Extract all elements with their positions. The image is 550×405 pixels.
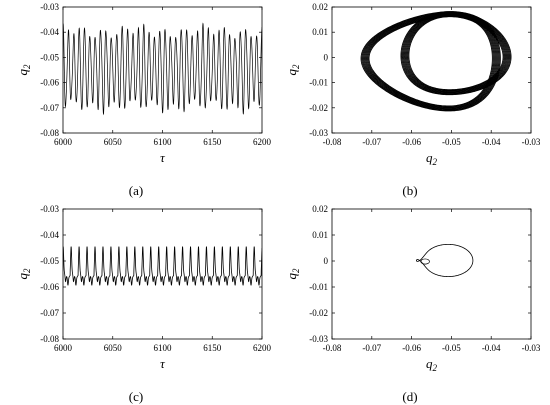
orbit-inner-loop <box>420 258 430 265</box>
x-tick-label: 6050 <box>104 137 123 147</box>
panel-label: (c) <box>129 389 143 404</box>
panel-c: 6000 6050 6100 6150 6200 -0.03 -0.04 -0.05 -0.06… <box>15 204 272 404</box>
x-tick-label: 6150 <box>203 343 222 353</box>
panel-label: (d) <box>402 389 417 404</box>
y-axis-label-sub: 2 <box>291 268 301 273</box>
x-axis-label-main: q <box>426 356 433 371</box>
x-axis-label: q2 <box>426 356 438 373</box>
panel-label: (b) <box>402 183 417 198</box>
y-axis-label: q2 <box>284 268 301 280</box>
y-axis-label-sub: 2 <box>291 64 301 69</box>
panel-label: (a) <box>129 183 143 198</box>
y-tick-label: 0.02 <box>312 204 328 214</box>
y-axis-label-sub: 2 <box>22 268 32 273</box>
series-line-q2 <box>63 22 262 116</box>
x-tick-label: -0.05 <box>442 137 461 147</box>
y-tick-label: -0.04 <box>40 27 59 37</box>
panel-b: -0.08 -0.07 -0.06 -0.05 -0.04 -0.03 0.02 0.01 0 -… <box>284 2 541 198</box>
y-tick-label: -0.08 <box>40 334 59 344</box>
orbit-loop-outer <box>363 13 498 110</box>
x-axis-label-main: q <box>426 150 433 165</box>
orbit-loop-inner <box>402 12 510 94</box>
y-tick-label: -0.05 <box>40 256 59 266</box>
panel-d: -0.08 -0.07 -0.06 -0.05 -0.04 -0.03 0.02 0.01 0 -… <box>284 204 541 404</box>
x-tick-label: -0.05 <box>442 343 461 353</box>
orbit-loop-inner <box>403 12 509 94</box>
x-tick-label: -0.08 <box>323 137 342 147</box>
y-tick-label: -0.07 <box>40 103 59 113</box>
x-axis-label: q2 <box>426 150 438 167</box>
y-axis-label: q2 <box>284 64 301 76</box>
orbit-loop-inner <box>405 14 507 93</box>
x-tick-label: -0.07 <box>362 343 381 353</box>
y-axis-label-main: q <box>284 273 299 280</box>
y-axis-label: q2 <box>15 268 32 280</box>
x-axis-label-main: τ <box>160 356 166 371</box>
y-tick-label: -0.07 <box>40 308 59 318</box>
axes-box <box>331 6 532 134</box>
y-tick-label: -0.03 <box>309 128 328 138</box>
y-tick-label: -0.06 <box>40 282 59 292</box>
x-axis-label: τ <box>160 150 166 165</box>
y-tick-label: -0.05 <box>40 52 59 62</box>
x-tick-label: -0.06 <box>402 137 421 147</box>
y-tick-label: -0.03 <box>40 2 59 12</box>
orbit-loop-inner <box>408 16 504 91</box>
orbit-loop-inner <box>400 11 512 96</box>
orbit-loop-inner <box>407 15 505 91</box>
y-tick-label: -0.08 <box>40 128 59 138</box>
y-tick-label: 0.01 <box>312 27 328 37</box>
x-tick-label: -0.03 <box>522 343 541 353</box>
x-tick-label: -0.03 <box>522 137 541 147</box>
y-tick-label: -0.01 <box>309 78 328 88</box>
x-tick-label: -0.04 <box>482 343 501 353</box>
x-tick-label: 6100 <box>154 343 173 353</box>
x-tick-label: 6200 <box>253 137 272 147</box>
y-tick-label: -0.06 <box>40 78 59 88</box>
x-tick-label: 6000 <box>54 343 73 353</box>
y-axis-label-main: q <box>15 69 30 76</box>
y-tick-label: -0.04 <box>40 230 59 240</box>
x-tick-label: -0.08 <box>323 343 342 353</box>
orbit-loop <box>415 243 474 277</box>
x-axis-label-sub: 2 <box>433 157 438 167</box>
orbit-loop-inner <box>406 14 506 92</box>
series-line-q2 <box>63 246 262 286</box>
y-tick-label: 0 <box>324 52 329 62</box>
x-axis-label-sub: 2 <box>433 363 438 373</box>
x-axis-label-main: τ <box>160 150 166 165</box>
orbit-loop-inner <box>401 11 511 95</box>
y-axis-label-main: q <box>15 273 30 280</box>
x-tick-label: -0.07 <box>362 137 381 147</box>
x-tick-label: -0.04 <box>482 137 501 147</box>
x-tick-label: -0.06 <box>402 343 421 353</box>
orbit-loop-inner <box>404 13 508 93</box>
y-axis-label-sub: 2 <box>22 64 32 69</box>
y-tick-label: -0.02 <box>309 308 328 318</box>
x-tick-label: 6200 <box>253 343 272 353</box>
y-axis-label: q2 <box>15 64 32 76</box>
x-axis-label: τ <box>160 356 166 371</box>
y-tick-label: -0.02 <box>309 103 328 113</box>
axes-box <box>331 208 532 340</box>
y-axis-label-main: q <box>284 69 299 76</box>
y-tick-label: 0 <box>324 256 329 266</box>
y-tick-label: 0.01 <box>312 230 328 240</box>
orbit-loop-outer <box>364 13 497 109</box>
y-tick-label: 0.02 <box>312 2 328 12</box>
axes-box <box>62 6 263 134</box>
x-tick-label: 6100 <box>154 137 173 147</box>
x-tick-label: 6050 <box>104 343 123 353</box>
y-tick-label: -0.01 <box>309 282 328 292</box>
x-tick-label: 6000 <box>54 137 73 147</box>
y-tick-label: -0.03 <box>309 334 328 344</box>
x-tick-label: 6150 <box>203 137 222 147</box>
panel-a: 6000 6050 6100 6150 6200 -0.03 -0.04 -0.05 -0.06… <box>15 2 272 198</box>
y-tick-label: -0.03 <box>40 204 59 214</box>
